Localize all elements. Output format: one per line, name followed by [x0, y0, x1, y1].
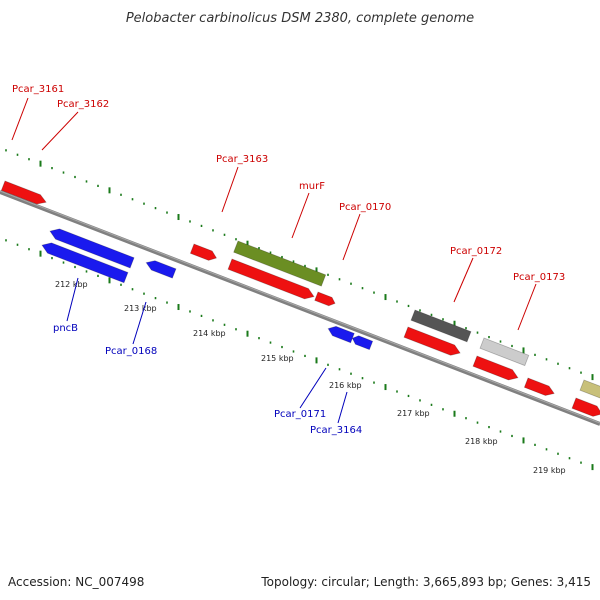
callout-line	[221, 166, 239, 213]
gene-block-red[interactable]	[189, 243, 218, 263]
gene-block-red[interactable]	[571, 397, 600, 419]
kbp-label: 214 kbp	[193, 329, 226, 338]
gene-block-red[interactable]	[472, 355, 520, 383]
kbp-label: 218 kbp	[465, 437, 498, 446]
kbp-label: 216 kbp	[329, 381, 362, 390]
gene-label-pcar-0171[interactable]: Pcar_0171	[274, 409, 326, 420]
callout-line	[517, 283, 537, 331]
gene-block-red[interactable]	[0, 180, 48, 207]
reverse-tick-track	[5, 239, 594, 471]
gene-block-khaki[interactable]	[579, 379, 600, 402]
callout-line	[337, 391, 348, 424]
kbp-label: 213 kbp	[124, 304, 157, 313]
gene-block-blue[interactable]	[48, 226, 135, 269]
gene-label-pcar-0172[interactable]: Pcar_0172	[450, 246, 502, 257]
gene-block-blue[interactable]	[144, 258, 177, 279]
gene-block-blue[interactable]	[326, 324, 355, 344]
gene-label-murf[interactable]: murF	[299, 181, 325, 192]
gene-block-red[interactable]	[227, 258, 316, 302]
callout-line	[342, 213, 361, 261]
gene-block-red[interactable]	[403, 326, 462, 358]
kbp-label: 217 kbp	[397, 409, 430, 418]
map-title: Pelobacter carbinolicus DSM 2380, comple…	[126, 11, 474, 26]
callout-line	[453, 257, 474, 303]
gene-block-red[interactable]	[523, 377, 556, 398]
gene-block-olive[interactable]	[233, 240, 327, 287]
gene-block-blue[interactable]	[40, 240, 129, 284]
gene-label-pcar-0168[interactable]: Pcar_0168	[105, 346, 157, 357]
genome-backbone-highlight	[0, 190, 600, 424]
gene-label-pcar-0173[interactable]: Pcar_0173	[513, 272, 565, 283]
genome-summary-text: Topology: circular; Length: 3,665,893 bp…	[260, 575, 591, 589]
gene-label-pcar-3163[interactable]: Pcar_3163	[216, 154, 268, 165]
gene-label-pcar-3162[interactable]: Pcar_3162	[57, 99, 109, 110]
gene-blocks	[0, 175, 600, 419]
callout-line	[11, 97, 29, 141]
gene-label-pcar-0170[interactable]: Pcar_0170	[339, 202, 391, 213]
gene-label-pcar-3164[interactable]: Pcar_3164	[310, 425, 362, 436]
gene-label-pncb[interactable]: pncB	[53, 323, 78, 334]
genome-backbone	[0, 190, 600, 426]
gene-block-red[interactable]	[0, 175, 1, 188]
accession-text: Accession: NC_007498	[8, 575, 144, 589]
callout-line	[291, 192, 310, 239]
gene-block-light-gray[interactable]	[479, 337, 530, 367]
gene-label-pcar-3161[interactable]: Pcar_3161	[12, 84, 64, 95]
callout-line	[132, 301, 147, 345]
gene-block-dark-gray[interactable]	[410, 309, 472, 343]
callout-line	[299, 367, 327, 409]
gene-block-red[interactable]	[314, 291, 337, 308]
callout-line	[66, 277, 79, 322]
kbp-label: 219 kbp	[533, 466, 566, 475]
kbp-label: 215 kbp	[261, 354, 294, 363]
callout-line	[41, 111, 79, 151]
gene-block-blue[interactable]	[351, 334, 374, 351]
kbp-label: 212 kbp	[55, 280, 88, 289]
